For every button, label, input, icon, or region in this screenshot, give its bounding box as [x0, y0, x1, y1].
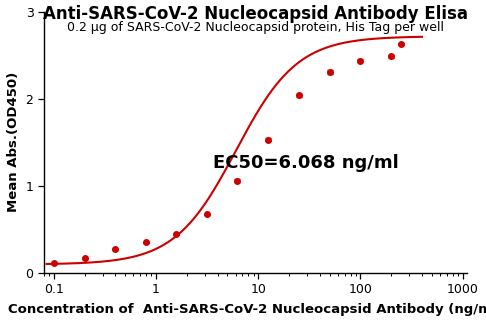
X-axis label: Concentration of  Anti-SARS-CoV-2 Nucleocapsid Antibody (ng/ml): Concentration of Anti-SARS-CoV-2 Nucleoc…: [8, 303, 486, 316]
Text: Anti-SARS-CoV-2 Nucleocapsid Antibody Elisa: Anti-SARS-CoV-2 Nucleocapsid Antibody El…: [43, 5, 468, 23]
Text: 0.2 μg of SARS-CoV-2 Nucleocapsid protein, His Tag per well: 0.2 μg of SARS-CoV-2 Nucleocapsid protei…: [67, 21, 444, 34]
Y-axis label: Mean Abs.(OD450): Mean Abs.(OD450): [7, 72, 20, 213]
Text: EC50=6.068 ng/ml: EC50=6.068 ng/ml: [213, 154, 399, 172]
